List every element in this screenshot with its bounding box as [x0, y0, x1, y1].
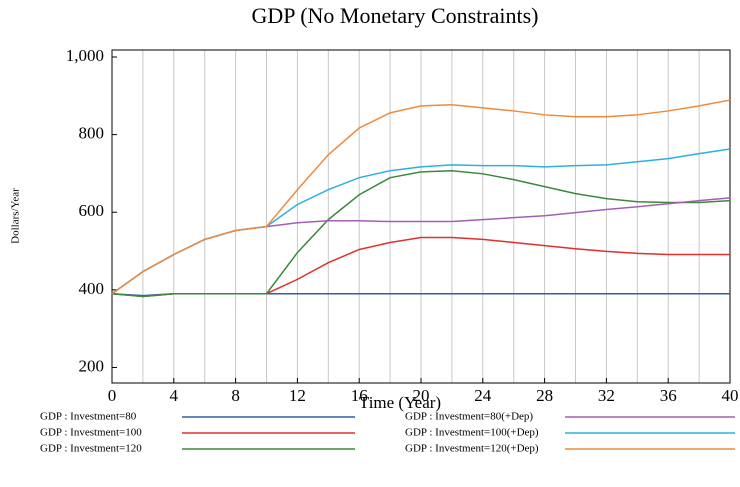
x-tick-label: 4 — [170, 386, 179, 405]
x-tick-label: 12 — [289, 386, 306, 405]
y-axis-label: Dollars/Year — [10, 188, 22, 244]
series-line — [111, 99, 731, 295]
x-tick-label: 8 — [231, 386, 240, 405]
legend-label: GDP : Investment=100(+Dep) — [405, 427, 539, 439]
legend-label: GDP : Investment=100 — [40, 427, 142, 439]
legend-label: GDP : Investment=120(+Dep) — [405, 443, 539, 455]
x-tick-label: 0 — [108, 386, 117, 405]
legend-label: GDP : Investment=80(+Dep) — [405, 411, 533, 423]
x-tick-label: 20 — [413, 386, 430, 405]
legend-label: GDP : Investment=120 — [40, 443, 142, 455]
legend-label: GDP : Investment=80 — [40, 411, 137, 423]
y-tick-label: 1,000 — [66, 46, 104, 65]
x-axis-label: Time (Year) — [359, 393, 441, 412]
y-tick-label: 400 — [79, 279, 105, 298]
x-tick-label: 36 — [660, 386, 677, 405]
x-tick-label: 32 — [598, 386, 615, 405]
y-tick-label: 600 — [79, 201, 105, 220]
x-tick-label: 16 — [351, 386, 368, 405]
y-tick-label: 800 — [79, 124, 105, 143]
x-tick-label: 28 — [536, 386, 553, 405]
x-tick-label: 24 — [474, 386, 492, 405]
x-tick-label: 40 — [722, 386, 739, 405]
chart-title: GDP (No Monetary Constraints) — [252, 3, 539, 28]
y-tick-label: 200 — [79, 356, 105, 375]
series-line — [111, 169, 731, 298]
